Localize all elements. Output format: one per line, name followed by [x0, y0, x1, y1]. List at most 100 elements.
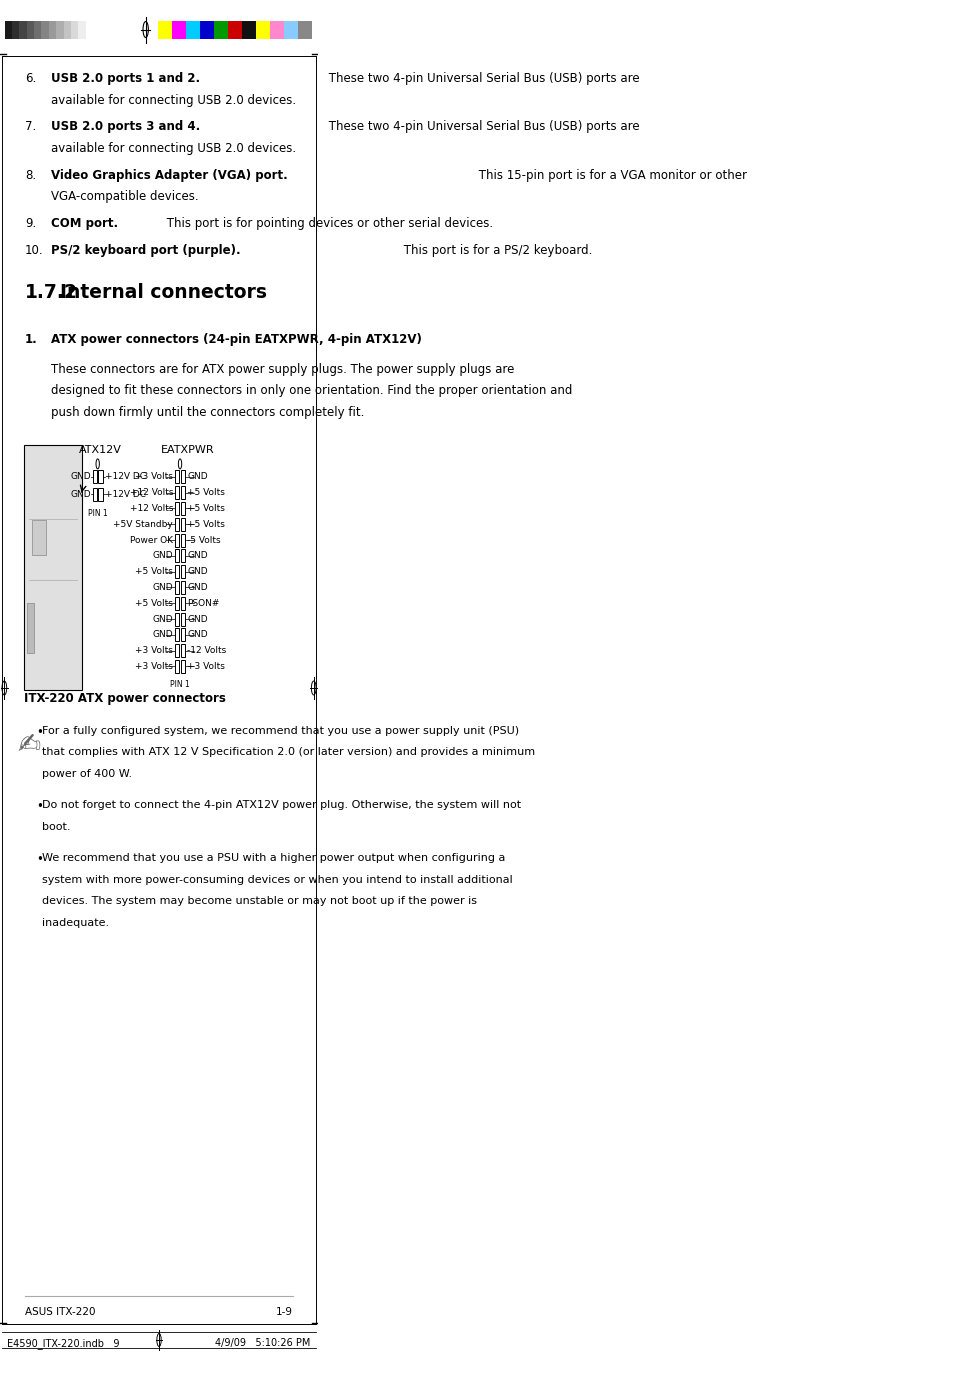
- Bar: [174, 549, 179, 563]
- Bar: [78, 21, 86, 39]
- Text: inadequate.: inadequate.: [42, 918, 110, 927]
- Text: GND: GND: [187, 630, 208, 640]
- Text: power of 400 W.: power of 400 W.: [42, 769, 132, 779]
- Text: GND: GND: [152, 583, 172, 592]
- Text: We recommend that you use a PSU with a higher power output when configuring a: We recommend that you use a PSU with a h…: [42, 853, 505, 864]
- Text: EATXPWR: EATXPWR: [160, 446, 214, 455]
- Bar: [98, 471, 103, 483]
- Text: 1.: 1.: [25, 333, 38, 345]
- Text: For a fully configured system, we recommend that you use a power supply unit (PS: For a fully configured system, we recomm…: [42, 727, 519, 736]
- Text: +5 Volts: +5 Volts: [187, 520, 225, 528]
- Text: These two 4-pin Universal Serial Bus (USB) ports are: These two 4-pin Universal Serial Bus (US…: [325, 120, 639, 133]
- Text: These connectors are for ATX power supply plugs. The power supply plugs are: These connectors are for ATX power suppl…: [51, 363, 514, 376]
- Text: 7.: 7.: [25, 120, 36, 133]
- Text: ITX-220 ATX power connectors: ITX-220 ATX power connectors: [24, 692, 226, 705]
- Text: +12V DC: +12V DC: [105, 472, 146, 482]
- Bar: [174, 486, 179, 499]
- Bar: [180, 644, 185, 658]
- Text: +3 Volts: +3 Volts: [187, 662, 225, 671]
- Text: ASUS ITX-220: ASUS ITX-220: [25, 1307, 95, 1317]
- Text: E4590_ITX-220.indb   9: E4590_ITX-220.indb 9: [8, 1337, 120, 1348]
- Bar: [180, 581, 185, 594]
- Text: USB 2.0 ports 3 and 4.: USB 2.0 ports 3 and 4.: [51, 120, 200, 133]
- Bar: [49, 21, 56, 39]
- Text: GND: GND: [70, 472, 91, 482]
- Text: available for connecting USB 2.0 devices.: available for connecting USB 2.0 devices…: [51, 94, 295, 106]
- Text: that complies with ATX 12 V Specification 2.0 (or later version) and provides a : that complies with ATX 12 V Specificatio…: [42, 747, 535, 757]
- Text: +3 Volts: +3 Volts: [135, 472, 172, 482]
- Bar: [174, 517, 179, 531]
- Text: •: •: [36, 853, 44, 867]
- Bar: [174, 644, 179, 658]
- Text: push down firmly until the connectors completely fit.: push down firmly until the connectors co…: [51, 406, 364, 418]
- Bar: [270, 21, 284, 39]
- Text: These two 4-pin Universal Serial Bus (USB) ports are: These two 4-pin Universal Serial Bus (US…: [325, 72, 639, 85]
- Text: boot.: boot.: [42, 821, 71, 832]
- Bar: [174, 566, 179, 578]
- Text: Internal connectors: Internal connectors: [60, 283, 267, 301]
- Text: 10.: 10.: [25, 244, 44, 257]
- Bar: [71, 21, 78, 39]
- Text: +5 Volts: +5 Volts: [187, 504, 225, 513]
- Bar: [5, 21, 12, 39]
- Text: GND: GND: [187, 472, 208, 482]
- Text: GND: GND: [187, 583, 208, 592]
- Bar: [180, 471, 185, 483]
- Bar: [41, 21, 49, 39]
- Text: 4/9/09   5:10:26 PM: 4/9/09 5:10:26 PM: [215, 1337, 311, 1348]
- Text: 6.: 6.: [25, 72, 36, 85]
- Bar: [213, 21, 228, 39]
- Bar: [158, 21, 172, 39]
- Text: 8.: 8.: [25, 169, 36, 182]
- Text: +12 Volts: +12 Volts: [130, 488, 172, 497]
- Bar: [174, 581, 179, 594]
- Text: This port is for a PS/2 keyboard.: This port is for a PS/2 keyboard.: [399, 244, 592, 257]
- Text: PIN 1: PIN 1: [170, 680, 190, 689]
- Bar: [180, 517, 185, 531]
- Text: GND: GND: [152, 615, 172, 623]
- Bar: [92, 471, 97, 483]
- Text: +5V Standby: +5V Standby: [113, 520, 172, 528]
- Bar: [86, 21, 93, 39]
- Text: GND: GND: [70, 490, 91, 499]
- Text: ATX12V: ATX12V: [79, 446, 122, 455]
- Text: GND: GND: [152, 552, 172, 560]
- Bar: [180, 549, 185, 563]
- Bar: [27, 21, 34, 39]
- Text: 1.7.2: 1.7.2: [25, 283, 78, 301]
- Bar: [172, 21, 186, 39]
- Text: -12 Volts: -12 Volts: [187, 647, 226, 655]
- Bar: [19, 21, 27, 39]
- Text: designed to fit these connectors in only one orientation. Find the proper orient: designed to fit these connectors in only…: [51, 384, 572, 398]
- Text: +3 Volts: +3 Volts: [135, 662, 172, 671]
- Bar: [284, 21, 297, 39]
- Bar: [98, 488, 103, 501]
- Text: available for connecting USB 2.0 devices.: available for connecting USB 2.0 devices…: [51, 142, 295, 155]
- Text: GND: GND: [187, 552, 208, 560]
- Bar: [297, 21, 312, 39]
- Text: VGA-compatible devices.: VGA-compatible devices.: [51, 190, 198, 204]
- Bar: [200, 21, 213, 39]
- Bar: [174, 471, 179, 483]
- Bar: [255, 21, 270, 39]
- Bar: [32, 520, 46, 556]
- Text: PIN 1: PIN 1: [88, 509, 108, 519]
- Bar: [24, 446, 82, 689]
- Text: PSON#: PSON#: [187, 599, 219, 608]
- Text: 9.: 9.: [25, 217, 36, 230]
- Bar: [180, 502, 185, 515]
- Text: +12 Volts: +12 Volts: [130, 504, 172, 513]
- Text: Do not forget to connect the 4-pin ATX12V power plug. Otherwise, the system will: Do not forget to connect the 4-pin ATX12…: [42, 801, 521, 810]
- Bar: [174, 629, 179, 641]
- Text: GND: GND: [152, 630, 172, 640]
- Text: •: •: [36, 727, 44, 739]
- Text: USB 2.0 ports 1 and 2.: USB 2.0 ports 1 and 2.: [51, 72, 199, 85]
- Bar: [28, 603, 34, 654]
- Text: This port is for pointing devices or other serial devices.: This port is for pointing devices or oth…: [163, 217, 493, 230]
- Bar: [180, 534, 185, 546]
- Bar: [242, 21, 255, 39]
- Text: COM port.: COM port.: [51, 217, 117, 230]
- Bar: [180, 629, 185, 641]
- Text: Power OK: Power OK: [130, 535, 172, 545]
- Text: +12V DC: +12V DC: [105, 490, 146, 499]
